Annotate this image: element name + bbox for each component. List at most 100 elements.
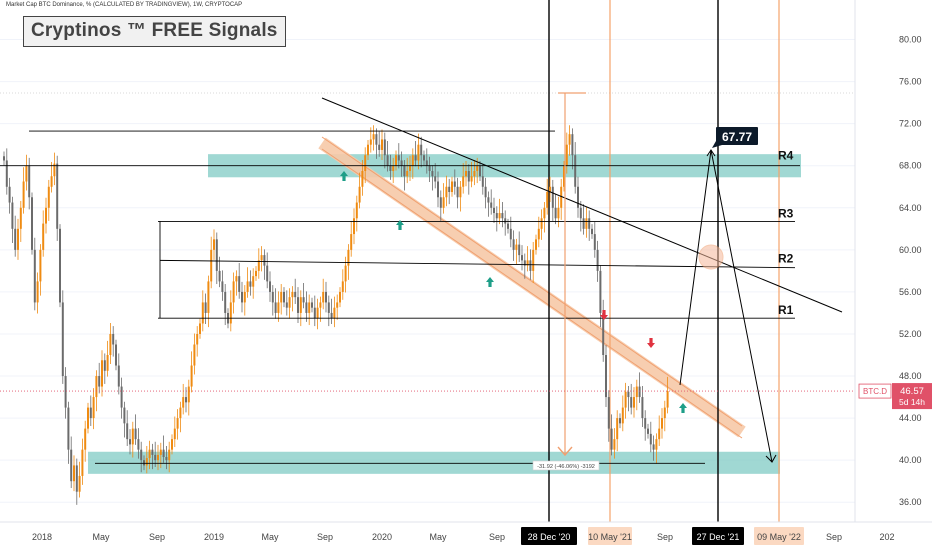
candle-body (28, 165, 31, 198)
candle-body (596, 249, 599, 271)
y-tick-label: 36.00 (899, 497, 922, 507)
candle-body (616, 418, 619, 440)
candle-body (95, 376, 98, 398)
candle-body (263, 255, 266, 266)
candle-body (235, 276, 238, 282)
candle-body (364, 155, 367, 171)
candle-body (274, 302, 277, 313)
candle-body (171, 439, 173, 450)
date-badge-label: 27 Dec '21 (697, 532, 740, 542)
candle-body (185, 397, 187, 403)
candle-body (355, 202, 358, 219)
candle-body (624, 391, 627, 408)
candle-body (59, 228, 61, 303)
candle-body (215, 239, 218, 271)
candle-body (537, 228, 540, 240)
candle-body (369, 139, 372, 145)
candle-body (526, 260, 529, 266)
candle-body (140, 449, 143, 461)
brand-label: Cryptinos ™ FREE Signals (23, 16, 286, 47)
candle-body (465, 170, 467, 177)
candle-body (196, 333, 199, 345)
candle-body (17, 228, 19, 250)
candle-body (162, 449, 165, 458)
candle-body (395, 155, 397, 166)
candle-body (106, 355, 109, 371)
candle-body (241, 291, 243, 303)
candle-body (515, 244, 518, 250)
target-label-box (716, 127, 758, 145)
candle-body (554, 207, 557, 219)
candle-body (341, 281, 344, 292)
candle-body (431, 170, 434, 177)
candle-body (386, 155, 389, 166)
candle-body (313, 307, 316, 319)
candle-body (445, 186, 448, 198)
candle-body (591, 228, 593, 235)
candle-body (406, 170, 409, 177)
candle-body (269, 281, 271, 292)
candle-body (420, 144, 423, 156)
candle-body (593, 234, 596, 250)
candle-body (159, 449, 162, 455)
candle-body (243, 291, 246, 303)
candle-body (425, 160, 428, 166)
channel-edge-bottom (321, 148, 743, 439)
y-tick-label: 72.00 (899, 119, 922, 129)
x-tick-label: May (92, 532, 110, 542)
candle-body (207, 281, 210, 313)
candle-body (582, 218, 585, 229)
candle-body (221, 281, 224, 292)
candle-body (428, 165, 431, 171)
candle-body (627, 391, 630, 398)
candle-body (523, 260, 526, 266)
y-tick-label: 56.00 (899, 287, 922, 297)
candle-body (423, 155, 425, 161)
candle-body (599, 270, 602, 313)
candle-body (210, 249, 213, 282)
candle-body (397, 155, 400, 161)
candle-body (322, 291, 325, 303)
candle-body (143, 460, 145, 466)
candle-body (635, 386, 638, 398)
candle-body (308, 302, 311, 313)
candle-body (134, 428, 137, 440)
y-tick-label: 44.00 (899, 413, 922, 423)
candle-body (647, 428, 649, 434)
buy-arrow-icon (486, 277, 494, 287)
candle-body (305, 302, 308, 313)
candle-body (543, 207, 546, 219)
candle-body (353, 218, 355, 235)
candle-body (246, 281, 249, 292)
candle-body (266, 265, 269, 282)
candle-body (126, 423, 129, 440)
candle-body (257, 260, 260, 271)
candle-body (229, 302, 232, 324)
candle-body (347, 249, 350, 266)
candle-body (605, 355, 607, 398)
candle-body (176, 418, 179, 429)
candle-body (115, 344, 117, 366)
candle-body (316, 307, 319, 319)
candle-body (378, 144, 381, 150)
candle-body (535, 239, 537, 250)
candle-body (649, 433, 652, 445)
candle-body (187, 386, 190, 403)
candle-body (87, 407, 89, 429)
candle-body (148, 449, 151, 459)
candle-body (507, 223, 509, 229)
candle-body (565, 144, 568, 166)
candle-body (89, 407, 92, 419)
candle-body (201, 302, 204, 324)
candle-body (666, 391, 669, 408)
candle-body (11, 202, 14, 229)
candle-body (546, 192, 549, 208)
candle-body (204, 302, 207, 313)
candle-body (260, 255, 263, 261)
candle-body (232, 281, 235, 303)
candle-body (285, 302, 288, 308)
candle-body (571, 134, 574, 156)
symbol-tag: BTC.D (863, 387, 887, 396)
candle-body (585, 218, 588, 229)
